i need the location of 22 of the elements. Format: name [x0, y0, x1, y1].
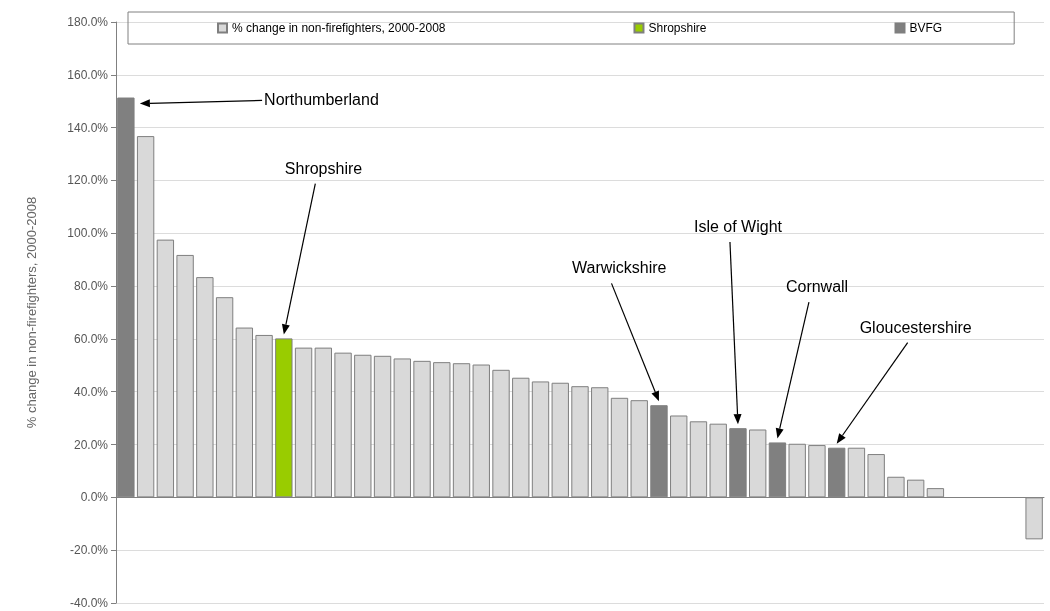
y-tick-label: 160.0%	[67, 67, 109, 82]
y-tick-label: 40.0%	[73, 384, 109, 399]
y-tick-label: -40.0%	[69, 596, 109, 610]
y-tick-label: 80.0%	[73, 279, 109, 294]
y-tick-label: 100.0%	[67, 226, 109, 241]
legend-label: Shropshire	[648, 21, 707, 35]
y-tick-label: -20.0%	[69, 543, 109, 558]
legend-label: % change in non-firefighters, 2000-2008	[232, 21, 446, 35]
y-tick-label: 0.0%	[80, 490, 109, 505]
y-tick-label: 60.0%	[73, 331, 109, 346]
annotation: Shropshire	[284, 159, 363, 178]
y-axis-title: % change in non-firefighters, 2000-2008	[24, 196, 39, 429]
y-tick-label: 180.0%	[67, 15, 109, 29]
annotation: Isle of Wight	[693, 217, 782, 236]
y-tick-label: 20.0%	[73, 437, 109, 452]
y-tick-label: 140.0%	[67, 120, 109, 135]
annotation: Northumberland	[264, 91, 379, 110]
y-tick-label: 120.0%	[67, 173, 109, 188]
annotation: Warwickshire	[571, 259, 667, 278]
annotation: Gloucestershire	[859, 318, 972, 337]
annotation: Cornwall	[785, 278, 849, 297]
legend-label: BVFG	[909, 21, 943, 35]
